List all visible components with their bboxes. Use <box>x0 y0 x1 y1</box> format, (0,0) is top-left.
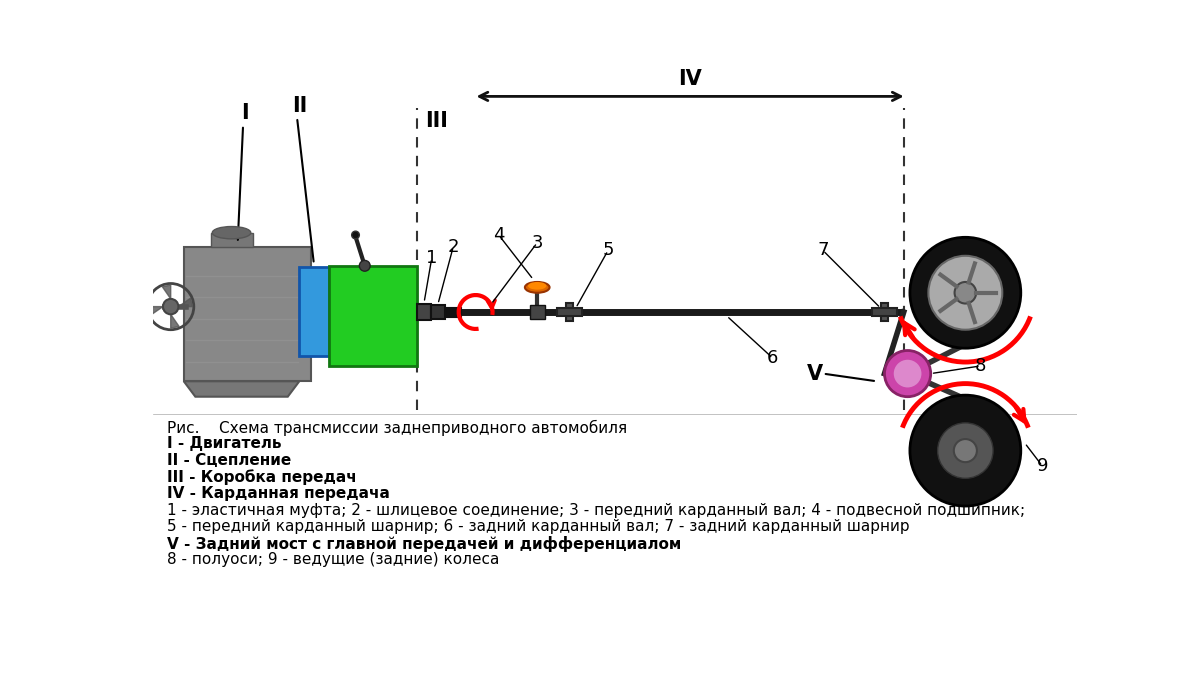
Bar <box>557 308 582 316</box>
Bar <box>184 246 311 381</box>
Bar <box>431 305 445 319</box>
Circle shape <box>884 350 931 397</box>
Text: 4: 4 <box>493 226 504 244</box>
Circle shape <box>929 256 1002 329</box>
Text: I - Двигатель: I - Двигатель <box>167 436 281 452</box>
Text: II: II <box>292 96 307 115</box>
Text: 1: 1 <box>426 249 438 267</box>
Text: 3: 3 <box>532 234 542 252</box>
Text: Рис.    Схема трансмиссии заднеприводного автомобиля: Рис. Схема трансмиссии заднеприводного а… <box>167 420 626 436</box>
Polygon shape <box>184 381 299 397</box>
Circle shape <box>910 395 1021 506</box>
Circle shape <box>910 238 1021 348</box>
Bar <box>881 303 888 321</box>
Text: II - Сцепление: II - Сцепление <box>167 453 292 468</box>
Polygon shape <box>170 315 179 328</box>
Text: V - Задний мост с главной передачей и дифференциалом: V - Задний мост с главной передачей и ди… <box>167 536 682 551</box>
Text: IV: IV <box>678 69 702 88</box>
Text: III - Коробка передач: III - Коробка передач <box>167 470 356 485</box>
Circle shape <box>359 261 370 271</box>
Text: 8: 8 <box>976 357 986 375</box>
Bar <box>418 304 431 321</box>
Bar <box>872 308 896 316</box>
Ellipse shape <box>528 282 546 290</box>
Bar <box>329 266 418 366</box>
Bar <box>211 233 253 246</box>
Bar <box>299 267 329 356</box>
Text: 2: 2 <box>448 238 460 256</box>
Text: 9: 9 <box>1037 457 1048 475</box>
Circle shape <box>352 231 359 239</box>
Text: 5: 5 <box>602 242 614 259</box>
Text: III: III <box>425 111 448 131</box>
Text: V: V <box>808 364 823 383</box>
Bar <box>565 303 574 321</box>
Polygon shape <box>149 306 163 315</box>
Circle shape <box>954 282 976 304</box>
Text: IV - Карданная передача: IV - Карданная передача <box>167 486 390 501</box>
Circle shape <box>937 423 994 479</box>
Text: 7: 7 <box>817 242 829 259</box>
Text: 1 - эластичная муфта; 2 - шлицевое соединение; 3 - передний карданный вал; 4 - п: 1 - эластичная муфта; 2 - шлицевое соеди… <box>167 503 1025 518</box>
Ellipse shape <box>524 282 550 293</box>
Circle shape <box>954 439 977 462</box>
Ellipse shape <box>212 227 251 239</box>
Bar <box>529 305 545 319</box>
Polygon shape <box>162 285 170 299</box>
Text: 8 - полуоси; 9 - ведущие (задние) колеса: 8 - полуоси; 9 - ведущие (задние) колеса <box>167 552 499 567</box>
Text: I: I <box>241 103 250 124</box>
Text: 6: 6 <box>767 349 779 367</box>
Circle shape <box>163 299 179 315</box>
Circle shape <box>894 360 922 387</box>
Polygon shape <box>179 298 192 306</box>
Text: 5 - передний карданный шарнир; 6 - задний карданный вал; 7 - задний карданный ша: 5 - передний карданный шарнир; 6 - задни… <box>167 519 910 534</box>
